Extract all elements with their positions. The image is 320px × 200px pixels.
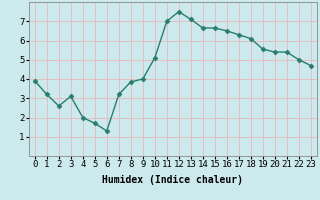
X-axis label: Humidex (Indice chaleur): Humidex (Indice chaleur) xyxy=(102,175,243,185)
